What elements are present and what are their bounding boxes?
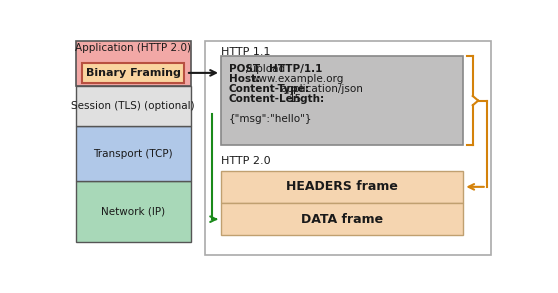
FancyBboxPatch shape (221, 203, 464, 235)
Text: HEADERS frame: HEADERS frame (286, 180, 398, 193)
FancyBboxPatch shape (205, 41, 490, 255)
FancyBboxPatch shape (76, 126, 191, 181)
Text: Content-Type:: Content-Type: (229, 84, 310, 94)
Text: DATA frame: DATA frame (301, 213, 383, 226)
Text: Session (TLS) (optional): Session (TLS) (optional) (71, 101, 195, 111)
FancyBboxPatch shape (221, 171, 464, 203)
FancyBboxPatch shape (76, 86, 191, 126)
FancyBboxPatch shape (221, 56, 464, 145)
Text: www.example.org: www.example.org (251, 74, 344, 84)
Text: HTTP 2.0: HTTP 2.0 (221, 156, 271, 166)
FancyBboxPatch shape (76, 41, 191, 86)
Text: Binary Framing: Binary Framing (86, 68, 181, 78)
Text: {"msg":"hello"}: {"msg":"hello"} (229, 114, 312, 124)
Text: application/json: application/json (281, 84, 363, 94)
Text: Content-Length:: Content-Length: (229, 94, 325, 104)
Text: HTTP/1.1: HTTP/1.1 (269, 64, 323, 74)
Text: POST: POST (229, 64, 260, 74)
Text: Network (IP): Network (IP) (101, 207, 165, 217)
Text: HTTP 1.1: HTTP 1.1 (221, 47, 271, 57)
Text: 15: 15 (289, 94, 302, 104)
Text: Host:: Host: (229, 74, 260, 84)
Text: Transport (TCP): Transport (TCP) (94, 149, 173, 159)
FancyBboxPatch shape (76, 181, 191, 241)
FancyBboxPatch shape (82, 63, 185, 83)
Text: /upload: /upload (246, 64, 288, 74)
Text: Application (HTTP 2.0): Application (HTTP 2.0) (75, 43, 191, 53)
